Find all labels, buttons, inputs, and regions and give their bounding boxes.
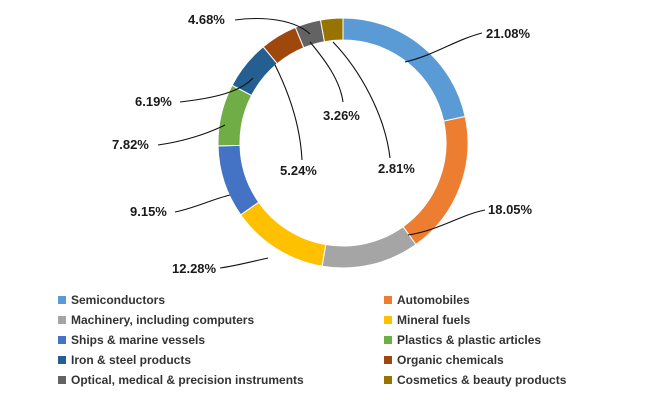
legend-item-plastics: Plastics & plastic articles: [384, 332, 638, 348]
legend-swatch: [58, 316, 66, 324]
legend-item-cosmetics: Cosmetics & beauty products: [384, 372, 638, 388]
donut-slice-3: [240, 201, 327, 267]
legend-swatch: [58, 336, 66, 344]
donut-slice-9: [319, 17, 344, 43]
donut-slice-2: [321, 225, 417, 269]
donut-slice-4: [217, 144, 260, 216]
data-label-ships: 9.15%: [130, 204, 167, 219]
legend-item-organic: Organic chemicals: [384, 352, 638, 368]
legend-label: Organic chemicals: [397, 353, 504, 367]
legend-label: Automobiles: [397, 293, 470, 307]
data-labels: 21.08% 18.05% 12.28% 9.15% 7.82% 6.19% 4…: [112, 12, 533, 276]
legend-label: Semiconductors: [71, 293, 166, 307]
legend-swatch: [384, 376, 392, 384]
leader-line-cosmetics: [332, 41, 391, 159]
donut-slice-0: [342, 17, 466, 122]
data-label-cosmetics: 2.81%: [378, 161, 415, 176]
data-label-automobiles: 18.05%: [488, 202, 533, 217]
leader-line-extra: [274, 64, 303, 161]
leader-line-automobiles: [407, 209, 486, 236]
data-label-plastics: 7.82%: [112, 137, 149, 152]
leader-line-iron-steel: [179, 77, 254, 103]
legend-item-semiconductors: Semiconductors: [58, 292, 384, 308]
leader-lines: [157, 18, 486, 269]
data-label-semiconductors: 21.08%: [486, 26, 531, 41]
legend-swatch: [384, 336, 392, 344]
legend: Semiconductors Automobiles Machinery, in…: [58, 292, 638, 388]
donut-chart: 21.08% 18.05% 12.28% 9.15% 7.82% 6.19% 4…: [112, 12, 533, 276]
legend-label: Ships & marine vessels: [71, 333, 206, 347]
donut-slices: [217, 17, 469, 269]
legend-label: Plastics & plastic articles: [397, 333, 542, 347]
legend-label: Cosmetics & beauty products: [397, 373, 567, 387]
leader-line-plastics: [157, 124, 226, 146]
legend-swatch: [58, 296, 66, 304]
data-label-organic: 4.68%: [188, 12, 225, 27]
legend-swatch: [58, 356, 66, 364]
leader-line-mineral-fuels: [219, 257, 269, 269]
data-label-optical: 3.26%: [323, 108, 360, 123]
legend-label: Mineral fuels: [397, 313, 471, 327]
legend-swatch: [384, 356, 392, 364]
data-label-mineral-fuels: 12.28%: [172, 261, 217, 276]
legend-item-ships: Ships & marine vessels: [58, 332, 384, 348]
legend-item-optical: Optical, medical & precision instruments: [58, 372, 384, 388]
leader-line-ships: [174, 194, 231, 213]
leader-line-optical: [309, 41, 344, 103]
legend-swatch: [384, 296, 392, 304]
legend-item-machinery: Machinery, including computers: [58, 312, 384, 328]
legend-swatch: [384, 316, 392, 324]
legend-label: Machinery, including computers: [71, 313, 255, 327]
data-label-extra: 5.24%: [280, 163, 317, 178]
legend-label: Iron & steel products: [71, 353, 192, 367]
legend-swatch: [58, 376, 66, 384]
legend-item-iron-steel: Iron & steel products: [58, 352, 384, 368]
legend-item-mineral-fuels: Mineral fuels: [384, 312, 638, 328]
data-label-iron-steel: 6.19%: [135, 94, 172, 109]
legend-item-automobiles: Automobiles: [384, 292, 638, 308]
legend-label: Optical, medical & precision instruments: [71, 373, 304, 387]
donut-slice-1: [402, 115, 469, 246]
leader-line-organic: [234, 18, 311, 35]
leader-line-semiconductors: [404, 32, 483, 63]
